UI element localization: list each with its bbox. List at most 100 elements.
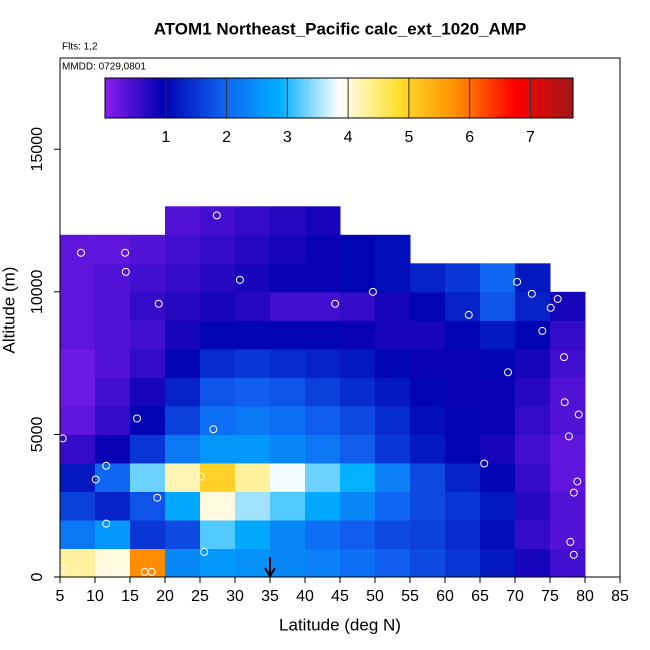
heatmap-cell bbox=[340, 519, 376, 549]
heatmap-cell bbox=[305, 263, 341, 293]
heatmap-cell bbox=[305, 548, 341, 578]
colorbar-swatch bbox=[222, 78, 227, 118]
colorbar-swatch bbox=[409, 78, 414, 118]
colorbar-swatch bbox=[132, 78, 137, 118]
colorbar-swatch bbox=[167, 78, 172, 118]
flight-point bbox=[569, 550, 578, 559]
colorbar-swatch bbox=[218, 78, 223, 118]
heatmap-cell bbox=[130, 462, 166, 492]
heatmap-cell bbox=[480, 548, 516, 578]
heatmap-cell bbox=[165, 348, 201, 378]
x-tick-label: 80 bbox=[576, 588, 594, 605]
colorbar-swatch bbox=[202, 78, 207, 118]
colorbar-swatch bbox=[144, 78, 149, 118]
colorbar-swatch bbox=[128, 78, 133, 118]
heatmap-cell bbox=[340, 548, 376, 578]
colorbar-swatch bbox=[315, 78, 320, 118]
heatmap-cell bbox=[235, 519, 271, 549]
colorbar-swatch bbox=[424, 78, 430, 118]
colorbar-swatch bbox=[401, 78, 406, 118]
heatmap-cell bbox=[445, 263, 481, 293]
colorbar-swatch bbox=[354, 78, 359, 118]
heatmap-cell bbox=[60, 263, 96, 293]
heatmap-cell bbox=[95, 291, 131, 321]
heatmap-cell bbox=[375, 548, 411, 578]
heatmap-cell bbox=[375, 462, 411, 492]
heatmap-cell bbox=[305, 291, 341, 321]
colorbar-swatch bbox=[225, 78, 231, 118]
heatmap-cell bbox=[200, 519, 236, 549]
colorbar-swatch bbox=[432, 78, 437, 118]
colorbar-swatch bbox=[151, 78, 157, 118]
heatmap-cell bbox=[515, 377, 551, 407]
heatmap-cell bbox=[60, 519, 96, 549]
heatmap-cell bbox=[165, 377, 201, 407]
colorbar-swatch bbox=[108, 78, 114, 118]
colorbar-swatch bbox=[311, 78, 317, 118]
colorbar-swatch bbox=[374, 78, 379, 118]
heatmap-cell bbox=[235, 548, 271, 578]
heatmap-cell bbox=[550, 320, 586, 350]
heatmap-cell bbox=[165, 434, 201, 464]
heatmap-cell bbox=[60, 405, 96, 435]
heatmap-cell bbox=[410, 348, 446, 378]
heatmap-cell bbox=[410, 434, 446, 464]
heatmap-cell bbox=[375, 519, 411, 549]
colorbar-swatch bbox=[366, 78, 371, 118]
x-tick-label: 40 bbox=[296, 588, 314, 605]
heatmap-cell bbox=[200, 234, 236, 264]
heatmap-cell bbox=[480, 320, 516, 350]
colorbar-swatch bbox=[475, 78, 480, 118]
flight-point bbox=[513, 277, 522, 286]
flight-point bbox=[58, 434, 67, 443]
colorbar-tick-label: 6 bbox=[465, 129, 474, 146]
colorbar-swatch bbox=[307, 78, 313, 118]
heatmap-cell bbox=[480, 405, 516, 435]
colorbar-swatch bbox=[339, 78, 344, 118]
flight-point bbox=[154, 299, 163, 308]
flight-point bbox=[153, 493, 162, 502]
heatmap-cell bbox=[410, 320, 446, 350]
flight-point bbox=[574, 410, 583, 419]
heatmap-cell bbox=[130, 434, 166, 464]
colorbar-swatch bbox=[175, 78, 180, 118]
heatmap-cell bbox=[480, 348, 516, 378]
heatmap-cell bbox=[200, 377, 236, 407]
heatmap-cell bbox=[480, 434, 516, 464]
colorbar-swatch bbox=[319, 78, 324, 118]
heatmap-cell bbox=[270, 548, 306, 578]
heatmap-cell bbox=[445, 405, 481, 435]
subtitle: Flts: 1,2 bbox=[62, 42, 98, 53]
heatmap-cell bbox=[235, 377, 271, 407]
heatmap-cell bbox=[270, 206, 306, 236]
colorbar-swatch bbox=[506, 78, 512, 118]
colorbar-swatch bbox=[190, 78, 196, 118]
colorbar-swatch bbox=[241, 78, 246, 118]
colorbar-swatch bbox=[342, 78, 348, 118]
flight-point bbox=[560, 353, 568, 362]
heatmap-cell bbox=[270, 462, 306, 492]
heatmap-cell bbox=[375, 377, 411, 407]
colorbar-swatch bbox=[510, 78, 515, 118]
heatmap-cell bbox=[305, 491, 341, 521]
chart-title: ATOM1 Northeast_Pacific calc_ext_1020_AM… bbox=[154, 19, 527, 38]
colorbar-swatch bbox=[186, 78, 192, 118]
heatmap-cell bbox=[235, 291, 271, 321]
colorbar-swatch bbox=[534, 78, 539, 118]
y-tick-label: 15000 bbox=[29, 127, 46, 172]
heatmap-cell bbox=[95, 320, 131, 350]
colorbar-swatch bbox=[296, 78, 301, 118]
heatmap-cell bbox=[200, 405, 236, 435]
heatmap-cell bbox=[60, 234, 96, 264]
heatmap-cell bbox=[445, 462, 481, 492]
colorbar-swatch bbox=[370, 78, 375, 118]
colorbar-swatch bbox=[518, 78, 523, 118]
heatmap-cell bbox=[165, 462, 201, 492]
heatmap-cell bbox=[410, 263, 446, 293]
colorbar-swatch bbox=[261, 78, 266, 118]
colorbar-swatch bbox=[420, 78, 426, 118]
flight-point bbox=[102, 519, 111, 528]
heatmap-cell bbox=[515, 405, 551, 435]
heatmap-cell bbox=[60, 434, 96, 464]
colorbar-swatch bbox=[206, 78, 211, 118]
